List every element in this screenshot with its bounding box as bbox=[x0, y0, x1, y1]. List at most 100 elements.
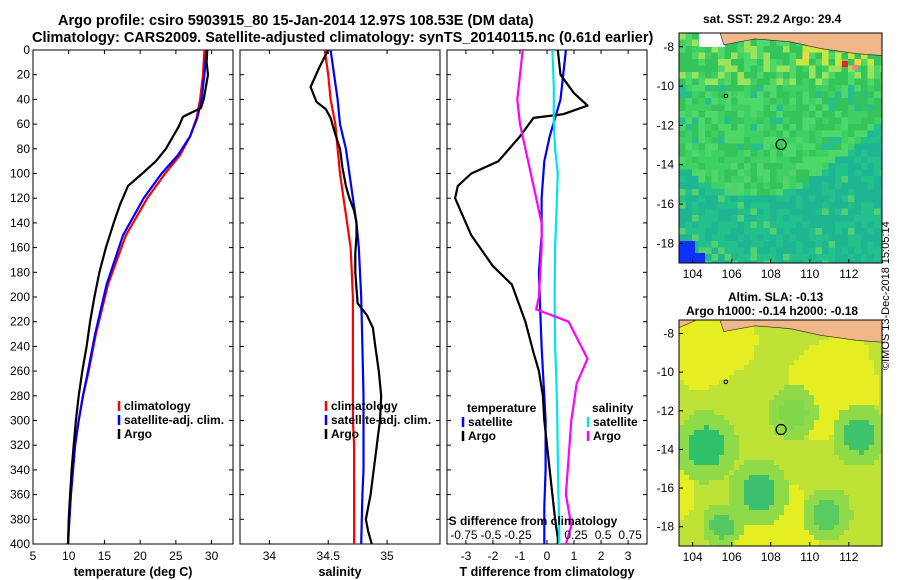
sla-map-cell bbox=[874, 400, 880, 406]
sla-map-cell bbox=[714, 360, 720, 366]
sst-map-cell bbox=[711, 137, 719, 144]
sla-map-previous-marker bbox=[723, 379, 729, 385]
sla-map-cell bbox=[824, 465, 830, 471]
sst-map-cell bbox=[835, 176, 842, 183]
sla-map-cell bbox=[804, 430, 810, 436]
sla-map-cell bbox=[724, 410, 730, 416]
sla-map-cell bbox=[739, 410, 745, 416]
sla-map-cell bbox=[759, 540, 765, 546]
sst-map-cell bbox=[763, 65, 771, 73]
sst-map-cell bbox=[763, 46, 771, 53]
sst-map-cell bbox=[822, 208, 829, 216]
sla-map-cell bbox=[709, 350, 715, 356]
sla-map-cell bbox=[814, 420, 820, 426]
sst-map-cell bbox=[880, 137, 882, 144]
sla-map-cell bbox=[759, 325, 765, 331]
sst-map-cell bbox=[828, 176, 836, 183]
sst-map-cell bbox=[718, 98, 725, 105]
sla-map-cell bbox=[774, 415, 780, 421]
sla-map-cell bbox=[879, 425, 882, 431]
sla-map-cell bbox=[809, 485, 815, 491]
sla-map-cell bbox=[834, 390, 840, 396]
sla-map-cell bbox=[729, 440, 735, 446]
sla-map-cell bbox=[809, 420, 815, 426]
sst-map-cell bbox=[757, 247, 764, 255]
sst-map-cell bbox=[750, 78, 758, 86]
sla-map-cell bbox=[849, 415, 855, 421]
sla-map-cell bbox=[804, 345, 810, 351]
sla-map-cell bbox=[789, 540, 795, 546]
sla-map-cell bbox=[794, 350, 800, 356]
sla-map-cell bbox=[864, 350, 870, 356]
salinity-panel bbox=[239, 49, 441, 545]
sla-map-cell bbox=[794, 360, 800, 366]
sla-map-cell bbox=[739, 530, 745, 536]
sst-map-field bbox=[679, 33, 882, 263]
sst-map-cell bbox=[731, 137, 738, 144]
sla-map-cell bbox=[784, 465, 790, 471]
sst-map-cell bbox=[679, 202, 686, 209]
sla-map-cell bbox=[879, 505, 882, 511]
sla-map-cell bbox=[739, 480, 745, 486]
sst-map-cell bbox=[750, 260, 758, 263]
sst-map-cell bbox=[711, 221, 719, 229]
sla-map-cell bbox=[794, 460, 800, 466]
sst-map-cell bbox=[679, 78, 686, 86]
sla-map-cell bbox=[859, 450, 865, 456]
sla-map-cell bbox=[824, 535, 830, 541]
sla-map-cell bbox=[699, 420, 705, 426]
sst-map-cell bbox=[783, 208, 790, 216]
sst-map-cell bbox=[854, 202, 862, 209]
sst-map-cell bbox=[737, 176, 745, 183]
sla-map-cell bbox=[824, 375, 830, 381]
sla-map-cell bbox=[784, 525, 790, 531]
sst-map-cell bbox=[796, 221, 803, 229]
sst-map-cell bbox=[731, 72, 738, 79]
sst-map-cell bbox=[802, 137, 810, 144]
sst-map-cell bbox=[692, 124, 699, 131]
sst-map-cell bbox=[880, 202, 882, 209]
sla-map-cell bbox=[864, 475, 870, 481]
sst-map-cell bbox=[802, 52, 810, 60]
sla-map-cell bbox=[834, 350, 840, 356]
sst-map-cell bbox=[744, 208, 751, 216]
sla-map-cell bbox=[784, 330, 790, 336]
sst-map-cell bbox=[867, 137, 875, 144]
sla-map-cell bbox=[799, 525, 805, 531]
sla-map-cell bbox=[714, 375, 720, 381]
sst-map-cell bbox=[880, 156, 882, 164]
sst-map-cell bbox=[867, 241, 875, 248]
sla-map-cell bbox=[734, 375, 740, 381]
sla-map-cell bbox=[874, 385, 880, 391]
sst-map-cell bbox=[724, 52, 732, 60]
sst-map-cell bbox=[763, 117, 771, 125]
sst-map-cell bbox=[861, 189, 868, 196]
sla-map-cell bbox=[849, 410, 855, 416]
sla-map-cell bbox=[874, 430, 880, 436]
sla-map-cell bbox=[734, 420, 740, 426]
sla-map-cell bbox=[684, 470, 690, 476]
sst-map-cell bbox=[867, 111, 875, 118]
sla-map-cell bbox=[849, 385, 855, 391]
sla-map-cell bbox=[869, 470, 875, 476]
sst-map-cell bbox=[731, 221, 738, 229]
sst-map-cell bbox=[854, 234, 862, 242]
sst-map-cell bbox=[815, 189, 823, 196]
sst-map-cell bbox=[861, 85, 868, 92]
sla-map-cell bbox=[704, 505, 710, 511]
sla-map-cell bbox=[689, 375, 695, 381]
sla-map-cell bbox=[684, 460, 690, 466]
sst-map-cell bbox=[763, 163, 771, 170]
sla-map-cell bbox=[779, 435, 785, 441]
sla-map-cell bbox=[819, 485, 825, 491]
sst-map-cell bbox=[685, 137, 693, 144]
difference-xtick-top-label: 0.25 bbox=[564, 528, 588, 542]
sla-map-cell bbox=[749, 505, 755, 511]
sst-map-cell bbox=[796, 208, 803, 216]
sla-map-cell bbox=[809, 510, 815, 516]
sst-map-cell bbox=[854, 104, 862, 112]
sla-map-cell bbox=[779, 510, 785, 516]
difference-legend-sal-label: Argo bbox=[593, 429, 621, 443]
sst-map-cell bbox=[731, 150, 738, 157]
sla-map-cell bbox=[754, 440, 760, 446]
